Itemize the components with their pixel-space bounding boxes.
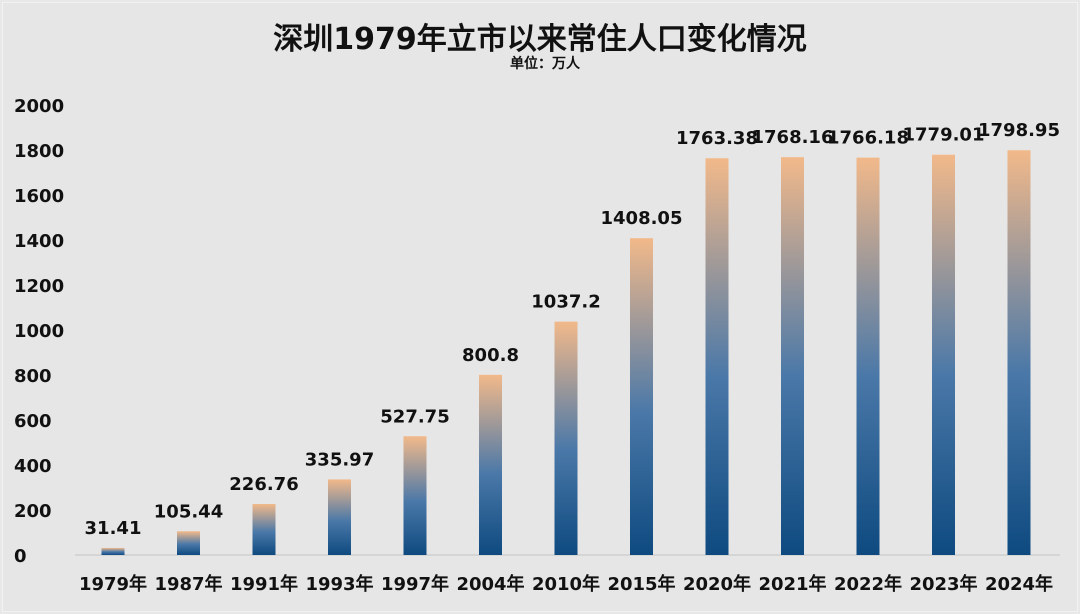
- bar: [328, 479, 351, 555]
- y-tick-label: 2000: [14, 96, 64, 117]
- x-tick-label: 2010年: [532, 573, 600, 595]
- data-label: 1779.01: [903, 125, 985, 146]
- bar: [479, 374, 502, 555]
- y-tick-label: 1200: [14, 276, 64, 297]
- y-tick-label: 1800: [14, 141, 64, 162]
- bar: [177, 531, 200, 555]
- chart-title: 深圳1979年立市以来常住人口变化情况: [273, 22, 807, 57]
- y-tick-label: 200: [14, 501, 52, 522]
- x-tick-label: 2024年: [985, 573, 1053, 595]
- y-tick-label: 800: [14, 366, 52, 387]
- x-tick-label: 1997年: [381, 573, 449, 595]
- data-label: 105.44: [154, 501, 223, 522]
- x-tick-label: 1979年: [79, 573, 147, 595]
- x-tick-label: 2020年: [683, 573, 751, 595]
- data-label: 335.97: [305, 449, 374, 470]
- x-tick-label: 2015年: [607, 573, 675, 595]
- bar: [781, 157, 804, 555]
- x-tick-label: 2023年: [909, 573, 977, 595]
- data-label: 1408.05: [601, 208, 683, 229]
- bar: [252, 503, 276, 555]
- bar: [932, 154, 955, 555]
- data-label: 800.8: [462, 345, 519, 366]
- data-label: 226.76: [229, 474, 298, 495]
- y-tick-label: 1000: [14, 321, 64, 342]
- bar: [403, 436, 427, 555]
- data-label: 1798.95: [978, 120, 1060, 141]
- y-tick-label: 1600: [14, 186, 64, 207]
- x-tick-label: 2021年: [758, 573, 826, 595]
- y-tick-label: 0: [14, 546, 27, 567]
- data-label: 527.75: [380, 406, 449, 427]
- x-tick-label: 1987年: [154, 573, 222, 595]
- bar: [705, 158, 729, 555]
- y-tick-label: 1400: [14, 231, 64, 252]
- bar: [856, 157, 880, 555]
- bar: [1007, 150, 1031, 555]
- bar: [630, 238, 653, 555]
- data-label: 1766.18: [827, 128, 909, 149]
- data-label: 1037.2: [531, 292, 600, 313]
- y-tick-label: 400: [14, 456, 52, 477]
- chart-subtitle: 单位：万人: [510, 56, 580, 72]
- data-label: 1763.38: [676, 128, 758, 149]
- y-tick-label: 600: [14, 411, 52, 432]
- data-label: 1768.16: [752, 127, 834, 148]
- x-tick-label: 1991年: [230, 573, 298, 595]
- x-tick-label: 1993年: [305, 573, 373, 595]
- data-label: 31.41: [85, 518, 142, 539]
- x-tick-label: 2004年: [456, 573, 524, 595]
- x-tick-label: 2022年: [834, 573, 902, 595]
- bar: [554, 321, 578, 555]
- bar: [101, 547, 125, 555]
